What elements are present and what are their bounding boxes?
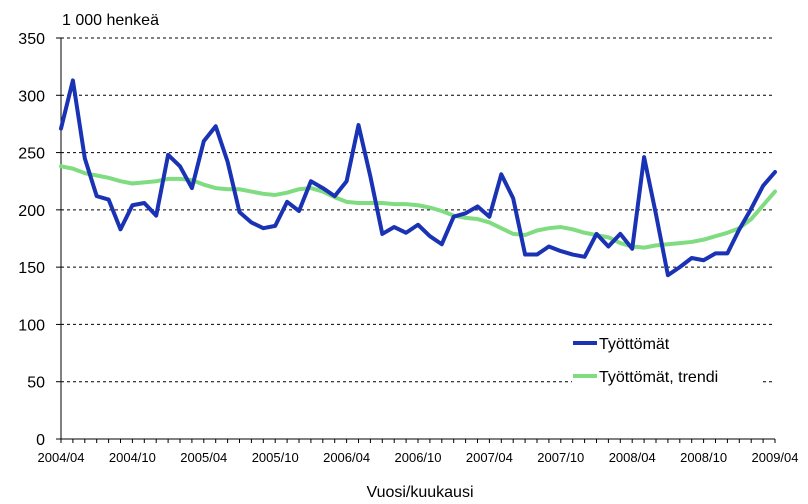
x-tick-label: 2007/04 [466,450,513,465]
y-tick-label: 100 [18,317,45,334]
x-tick-label: 2005/04 [180,450,227,465]
x-tick-label: 2004/04 [38,450,85,465]
x-tick-label: 2004/10 [109,450,156,465]
y-unit-label: 1 000 henkeä [62,12,159,29]
y-tick-label: 200 [18,203,45,220]
y-tick-label: 350 [18,31,45,48]
legend-label: Työttömät, trendi [599,369,718,386]
legend-label: Työttömät [599,336,670,353]
y-axis-ticks: 0 50 100 150 200 250 300 350 [18,31,61,449]
x-axis-label: Vuosi/kuukausi [366,484,473,501]
x-tick-label: 2005/10 [252,450,299,465]
legend: Työttömät Työttömät, trendi [572,326,762,386]
x-tick-label: 2007/10 [537,450,584,465]
x-axis-ticks: 2004/04 2004/10 2005/04 2005/10 2006/04 2006/… [38,439,799,465]
y-tick-label: 0 [36,432,45,449]
y-tick-label: 50 [27,375,45,392]
y-tick-label: 150 [18,260,45,277]
series-line-tyottomat [59,78,777,278]
x-tick-label: 2008/04 [609,450,656,465]
x-tick-label: 2008/10 [680,450,727,465]
legend-background [572,326,762,386]
series-line-trendi [59,164,777,250]
x-tick-label: 2006/04 [323,450,370,465]
x-tick-label: 2009/04 [752,450,799,465]
y-tick-label: 250 [18,146,45,163]
series-layer [59,78,777,278]
y-tick-label: 300 [18,88,45,105]
x-tick-label: 2006/10 [395,450,442,465]
